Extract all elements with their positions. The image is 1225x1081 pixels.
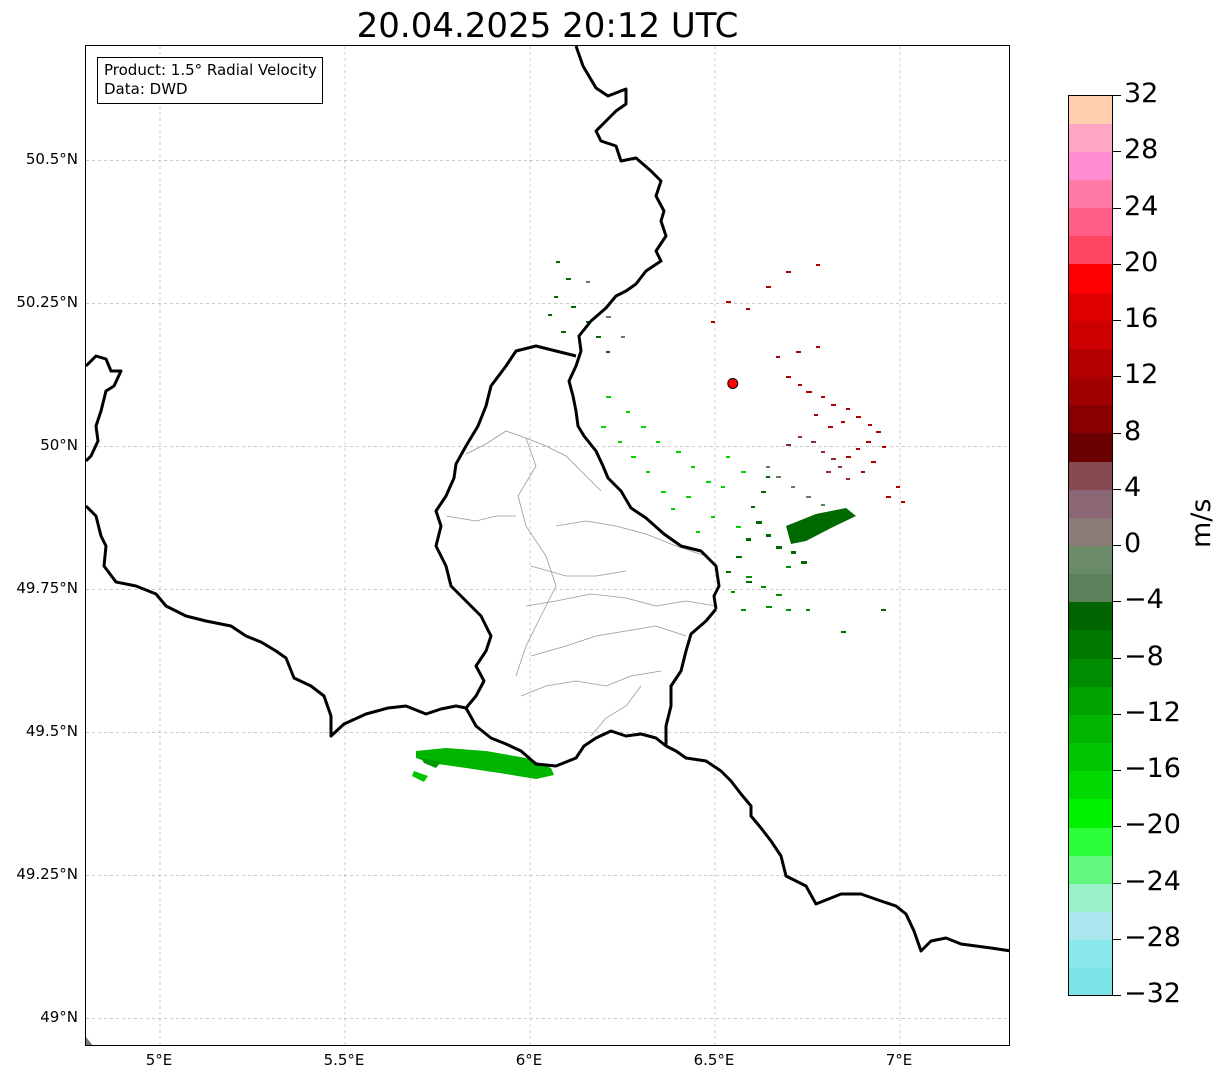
product-info-box: Product: 1.5° Radial Velocity Data: DWD bbox=[97, 57, 323, 104]
map-panel[interactable] bbox=[85, 45, 1010, 1046]
inbound-echo-bright bbox=[601, 396, 746, 533]
colorbar-tick-mark bbox=[1113, 545, 1121, 546]
colorbar-segment bbox=[1069, 404, 1112, 434]
colorbar-tick-label: −8 bbox=[1124, 640, 1164, 672]
lat-tick-label: 50.25°N bbox=[16, 293, 78, 312]
colorbar-segment bbox=[1069, 573, 1112, 603]
data-source-label: Data: DWD bbox=[104, 80, 188, 98]
colorbar-segment bbox=[1069, 855, 1112, 884]
colorbar-segment bbox=[1069, 967, 1112, 995]
country-borders bbox=[86, 46, 1009, 953]
lat-tick-label: 49.75°N bbox=[16, 579, 78, 598]
colorbar-tick-mark bbox=[1113, 601, 1121, 603]
colorbar-segment bbox=[1069, 489, 1112, 518]
colorbar-segment bbox=[1069, 911, 1112, 941]
lon-tick-label: 6°E bbox=[515, 1051, 543, 1069]
colorbar-segment bbox=[1069, 376, 1112, 406]
colorbar-tick-mark bbox=[1113, 95, 1121, 96]
colorbar-segment bbox=[1069, 320, 1112, 349]
colorbar-segment bbox=[1069, 714, 1112, 744]
velocity-colorbar bbox=[1068, 95, 1113, 996]
district-borders bbox=[445, 430, 717, 737]
colorbar-tick-mark bbox=[1113, 263, 1121, 265]
lat-tick-label: 49.5°N bbox=[25, 722, 78, 741]
colorbar-tick-mark bbox=[1113, 770, 1121, 771]
colorbar-tick-label: 16 bbox=[1124, 303, 1159, 334]
colorbar-tick-label: −4 bbox=[1124, 584, 1164, 616]
colorbar-tick-label: 4 bbox=[1124, 471, 1142, 503]
outbound-echo-light bbox=[786, 436, 850, 480]
colorbar-segment bbox=[1069, 461, 1112, 490]
outbound-echo-cluster bbox=[711, 264, 905, 503]
colorbar-tick-label: 0 bbox=[1124, 528, 1142, 559]
lon-tick-label: 6.5°E bbox=[693, 1051, 735, 1069]
colorbar-tick-mark bbox=[1113, 938, 1121, 940]
lat-tick-label: 49.25°N bbox=[16, 865, 78, 884]
lat-tick-label: 50°N bbox=[40, 436, 78, 455]
colorbar-segment bbox=[1069, 235, 1112, 265]
colorbar-tick-mark bbox=[1113, 826, 1121, 828]
colorbar-tick-mark bbox=[1113, 713, 1121, 715]
colorbar-segment bbox=[1069, 827, 1112, 856]
map-title: 20.04.2025 20:12 UTC bbox=[356, 6, 739, 46]
inbound-echo-swath bbox=[548, 261, 886, 633]
inbound-echo-medium bbox=[731, 566, 810, 611]
colorbar-unit-label: m/s bbox=[1186, 498, 1217, 548]
near-zero-echoes bbox=[586, 281, 839, 513]
colorbar-tick-mark bbox=[1113, 151, 1121, 153]
gridlines bbox=[86, 46, 1009, 1045]
colorbar-segment bbox=[1069, 629, 1112, 659]
lon-tick-label: 7°E bbox=[885, 1051, 913, 1069]
colorbar-tick-mark bbox=[1113, 657, 1121, 659]
colorbar-tick-mark bbox=[1113, 320, 1121, 321]
map-canvas[interactable] bbox=[86, 46, 1010, 1046]
colorbar-tick-label: 12 bbox=[1124, 359, 1159, 391]
colorbar-segment bbox=[1069, 207, 1112, 237]
colorbar-segment bbox=[1069, 658, 1112, 687]
southwest-echo-band bbox=[412, 748, 554, 782]
colorbar-tick-label: −24 bbox=[1124, 865, 1181, 897]
colorbar-tick-mark bbox=[1113, 207, 1121, 209]
radar-velocity-echoes bbox=[412, 261, 905, 782]
product-label: Product: 1.5° Radial Velocity bbox=[104, 61, 317, 79]
lat-tick-label: 50.5°N bbox=[25, 150, 78, 169]
colorbar-tick-label: 20 bbox=[1124, 246, 1159, 278]
colorbar-segment bbox=[1069, 545, 1112, 575]
colorbar-segment bbox=[1069, 292, 1112, 321]
colorbar-segment bbox=[1069, 151, 1112, 180]
colorbar-tick-label: 28 bbox=[1124, 134, 1159, 166]
colorbar-segment bbox=[1069, 263, 1112, 293]
colorbar-segment bbox=[1069, 432, 1112, 462]
colorbar-tick-mark bbox=[1113, 995, 1121, 996]
colorbar-tick-label: −16 bbox=[1124, 753, 1181, 784]
lat-tick-label: 49°N bbox=[40, 1008, 78, 1027]
colorbar-tick-mark bbox=[1113, 488, 1121, 490]
colorbar-segment bbox=[1069, 123, 1112, 152]
colorbar-segment bbox=[1069, 770, 1112, 800]
lon-tick-label: 5°E bbox=[145, 1051, 173, 1069]
radar-site-marker bbox=[727, 377, 739, 389]
colorbar-tick-label: 24 bbox=[1124, 190, 1159, 222]
colorbar-tick-mark bbox=[1113, 432, 1121, 434]
colorbar-tick-label: 8 bbox=[1124, 415, 1142, 447]
colorbar-segment bbox=[1069, 883, 1112, 913]
colorbar-segment bbox=[1069, 939, 1112, 969]
colorbar-segment bbox=[1069, 798, 1112, 828]
colorbar-segment bbox=[1069, 96, 1112, 124]
colorbar-segment bbox=[1069, 742, 1112, 772]
colorbar-segment bbox=[1069, 601, 1112, 631]
colorbar-segment bbox=[1069, 686, 1112, 715]
colorbar-tick-label: −28 bbox=[1124, 921, 1181, 953]
colorbar-tick-label: −20 bbox=[1124, 809, 1181, 841]
colorbar-tick-mark bbox=[1113, 882, 1121, 884]
colorbar-tick-label: −12 bbox=[1124, 696, 1181, 728]
colorbar-segment bbox=[1069, 517, 1112, 546]
colorbar-tick-label: 32 bbox=[1124, 78, 1159, 109]
colorbar-tick-mark bbox=[1113, 376, 1121, 378]
colorbar-tick-label: −32 bbox=[1124, 978, 1181, 1009]
colorbar-segment bbox=[1069, 348, 1112, 378]
colorbar-segment bbox=[1069, 179, 1112, 209]
lon-tick-label: 5.5°E bbox=[323, 1051, 365, 1069]
